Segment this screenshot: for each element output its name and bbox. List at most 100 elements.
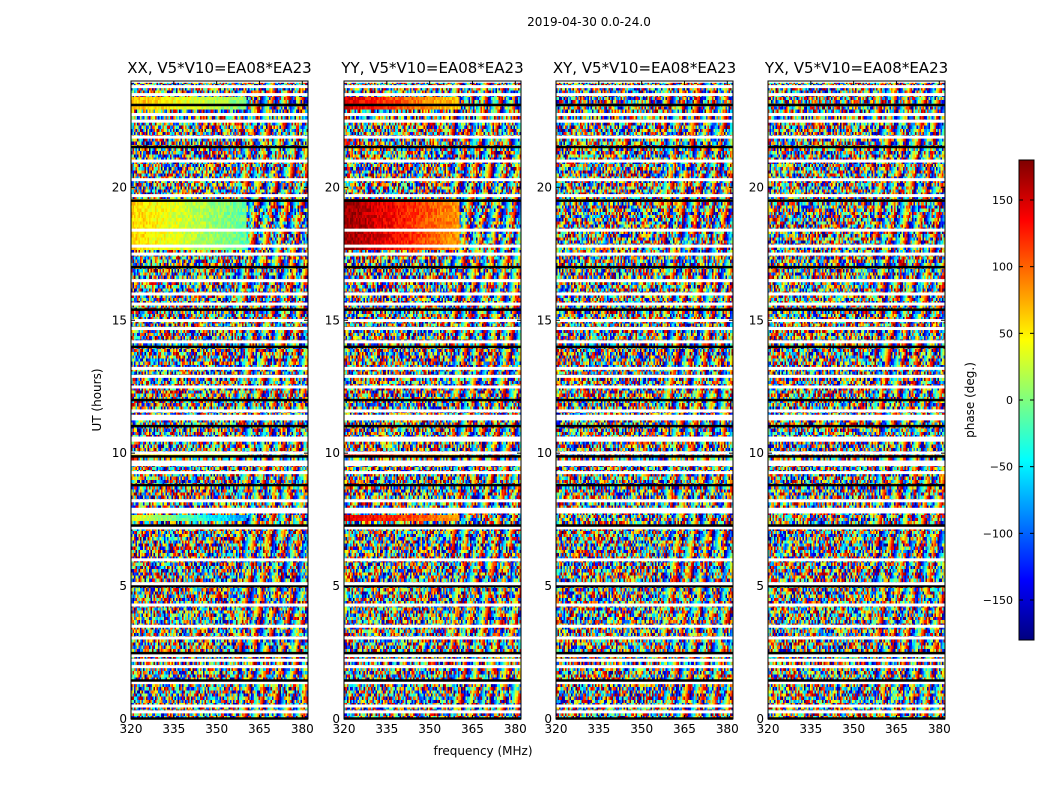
flagged-row: [768, 658, 945, 662]
flagged-row: [768, 636, 945, 640]
flagged-row: [344, 510, 521, 514]
flagged-row: [344, 558, 521, 562]
axes-frame: [767, 80, 946, 720]
dark-row: [344, 483, 521, 487]
flagged-row: [768, 252, 945, 256]
flagged-row: [131, 327, 308, 331]
axes-frame: [343, 80, 522, 720]
flagged-row: [556, 119, 733, 123]
flagged-row: [344, 302, 521, 306]
dark-row: [556, 199, 733, 202]
dark-row: [131, 424, 308, 428]
x-tick-label: 320: [333, 722, 356, 736]
dark-row: [344, 398, 521, 402]
flagged-row: [344, 471, 521, 475]
flagged-row: [768, 507, 945, 511]
flagged-row: [556, 414, 733, 418]
flagged-row: [131, 409, 308, 413]
flagged-row: [556, 510, 733, 514]
y-tick-label: 0: [119, 712, 127, 726]
flagged-row: [131, 252, 308, 256]
flagged-row: [556, 113, 733, 117]
dark-row: [768, 308, 945, 311]
x-tick-label: 320: [757, 722, 780, 736]
flagged-row: [131, 507, 308, 511]
colorbar-tick-label: 100: [992, 261, 1013, 274]
dark-row: [131, 398, 308, 402]
dark-row: [344, 524, 521, 527]
flagged-row: [131, 135, 308, 139]
flagged-row: [556, 710, 733, 714]
flagged-row: [344, 438, 521, 442]
y-tick-label: 5: [544, 579, 552, 593]
flagged-row: [344, 319, 521, 323]
y-tick-label: 20: [325, 180, 340, 194]
flagged-row: [768, 463, 945, 467]
y-tick-label: 0: [332, 712, 340, 726]
flagged-row: [768, 327, 945, 331]
flagged-row: [556, 438, 733, 442]
flagged-row: [131, 366, 308, 370]
flagged-row: [344, 665, 521, 669]
flagged-row: [131, 471, 308, 475]
flagged-row: [768, 417, 945, 421]
x-tick-label: 335: [162, 722, 185, 736]
flagged-row: [344, 327, 521, 331]
flagged-row: [131, 340, 308, 344]
colorbar-tick-label: 0: [1006, 394, 1013, 407]
flagged-row: [556, 460, 733, 464]
x-tick-label: 350: [418, 722, 441, 736]
flagged-row: [344, 582, 521, 586]
flagged-row: [768, 409, 945, 413]
x-tick-label: 320: [545, 722, 568, 736]
dark-row: [768, 199, 945, 202]
flagged-row: [556, 624, 733, 628]
flagged-row: [556, 366, 733, 370]
flagged-row: [131, 244, 308, 248]
flagged-row: [131, 438, 308, 442]
dark-row: [768, 145, 945, 149]
flagged-row: [131, 113, 308, 117]
flagged-row: [131, 279, 308, 283]
colorbar-tick-label: −100: [983, 527, 1013, 540]
flagged-row: [131, 654, 308, 657]
flagged-row: [131, 460, 308, 464]
x-tick-label: 335: [375, 722, 398, 736]
y-tick-label: 5: [119, 579, 127, 593]
flagged-row: [556, 665, 733, 669]
flagged-row: [768, 194, 945, 198]
flagged-row: [131, 194, 308, 198]
flagged-row: [131, 119, 308, 123]
dark-row: [556, 424, 733, 428]
flagged-row: [556, 135, 733, 139]
y-tick-label: 10: [325, 446, 340, 460]
flagged-row: [344, 279, 521, 283]
flagged-row: [556, 244, 733, 248]
flagged-row: [344, 704, 521, 708]
y-tick-label: 20: [749, 180, 764, 194]
dark-row: [344, 455, 521, 458]
flagged-row: [131, 93, 308, 97]
dark-row: [131, 199, 308, 202]
flagged-row: [344, 409, 521, 413]
flagged-row: [768, 385, 945, 389]
flagged-row: [131, 414, 308, 418]
flagged-row: [768, 414, 945, 418]
dark-row: [768, 103, 945, 107]
dark-row: [131, 308, 308, 311]
flagged-row: [768, 302, 945, 306]
dark-row: [768, 679, 945, 682]
flagged-row: [556, 385, 733, 389]
flagged-row: [344, 159, 521, 163]
y-tick-label: 5: [332, 579, 340, 593]
flagged-row: [131, 499, 308, 503]
flagged-row: [131, 374, 308, 378]
flagged-row: [556, 374, 733, 378]
flagged-row: [344, 178, 521, 182]
dark-row: [344, 424, 521, 428]
flagged-row: [131, 526, 308, 530]
flagged-row: [556, 340, 733, 344]
dark-row: [768, 483, 945, 487]
dark-row: [344, 145, 521, 149]
flagged-row: [556, 582, 733, 586]
